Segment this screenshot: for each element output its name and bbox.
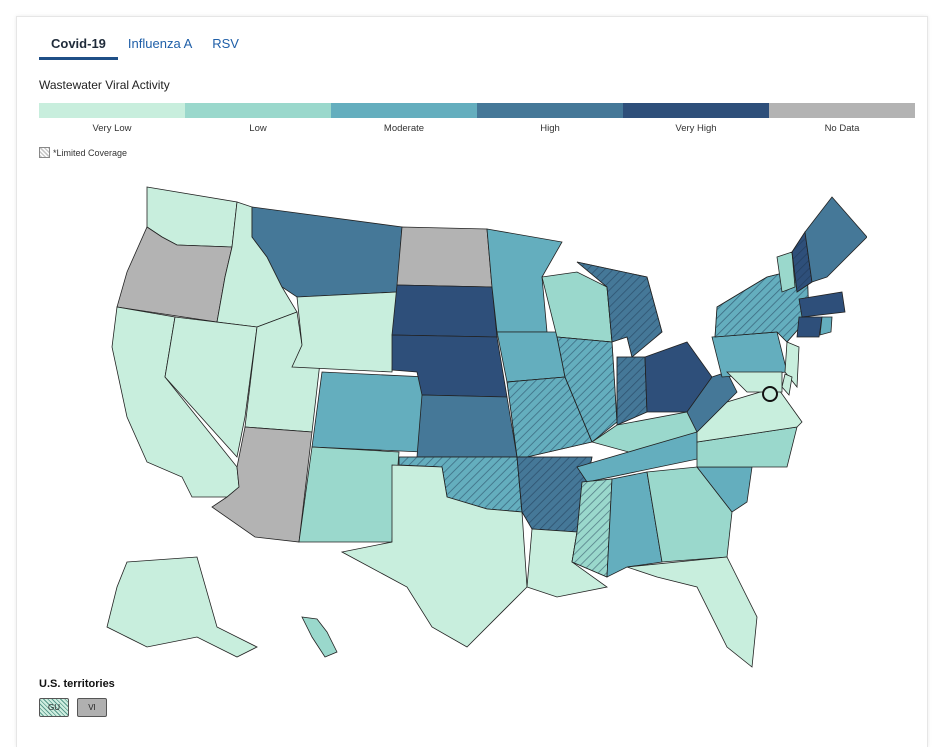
state-RI[interactable] <box>819 316 833 336</box>
state-DE[interactable] <box>781 373 793 396</box>
legend-title: Wastewater Viral Activity <box>39 78 170 92</box>
state-ND[interactable] <box>396 226 493 288</box>
territories-row: GU VI <box>39 698 107 717</box>
legend-label-no-data: No Data <box>824 123 860 134</box>
state-WY[interactable] <box>291 291 398 373</box>
territories-title: U.S. territories <box>39 678 115 690</box>
state-AK[interactable] <box>106 556 258 658</box>
state-WV[interactable] <box>686 371 738 433</box>
pathogen-tabs: Covid-19 Influenza A RSV <box>39 34 249 60</box>
territory-gu[interactable]: GU <box>39 698 69 717</box>
legend-swatch-moderate <box>331 103 477 118</box>
state-NV[interactable] <box>164 316 258 458</box>
legend-label-high: High <box>540 123 560 134</box>
limited-coverage-hatch-IN <box>616 356 648 426</box>
state-CO[interactable] <box>311 371 428 453</box>
state-VT[interactable] <box>776 251 796 293</box>
state-GA[interactable] <box>646 466 733 563</box>
state-NM[interactable] <box>298 446 400 543</box>
legend-swatch-high <box>477 103 623 118</box>
legend-label-very-low: Very Low <box>92 123 132 134</box>
us-map <box>106 186 867 668</box>
state-IA[interactable] <box>496 331 566 383</box>
legend-swatch-low <box>185 103 331 118</box>
tab-influenza-a[interactable]: Influenza A <box>127 36 193 51</box>
legend-label-moderate: Moderate <box>383 123 425 134</box>
wastewater-card: Covid-19 Influenza A RSV Wastewater Vira… <box>16 16 928 747</box>
state-KS[interactable] <box>416 394 518 458</box>
state-MA[interactable] <box>798 291 846 318</box>
state-DC[interactable] <box>762 386 778 402</box>
state-PA[interactable] <box>711 331 788 378</box>
tab-covid-19[interactable]: Covid-19 <box>39 34 118 60</box>
state-CT[interactable] <box>796 316 823 338</box>
legend-bar <box>39 103 915 118</box>
legend-labels: Very Low Low Moderate High Very High No … <box>39 123 915 134</box>
legend-label-low: Low <box>249 123 267 134</box>
limited-coverage-hatch-MO <box>506 376 593 458</box>
state-AL[interactable] <box>606 471 663 578</box>
limited-coverage-hatch-MS <box>571 478 613 578</box>
limited-coverage-key: *Limited Coverage <box>39 147 127 158</box>
limited-coverage-hatch-MI <box>576 261 663 358</box>
limited-coverage-label: *Limited Coverage <box>53 147 128 158</box>
state-SD[interactable] <box>391 284 498 338</box>
legend-swatch-very-low <box>39 103 185 118</box>
state-ME[interactable] <box>804 196 867 283</box>
legend-label-very-high: Very High <box>675 123 717 134</box>
hatch-pattern-icon <box>39 147 50 158</box>
legend-swatch-very-high <box>623 103 769 118</box>
state-TX[interactable] <box>340 464 528 648</box>
tab-rsv[interactable]: RSV <box>212 36 239 51</box>
state-AZ[interactable] <box>211 426 313 543</box>
territory-vi[interactable]: VI <box>77 698 107 717</box>
limited-coverage-hatch-IL <box>556 336 618 443</box>
state-FL[interactable] <box>626 556 758 668</box>
state-HI[interactable] <box>301 616 338 658</box>
legend-swatch-no-data <box>769 103 915 118</box>
